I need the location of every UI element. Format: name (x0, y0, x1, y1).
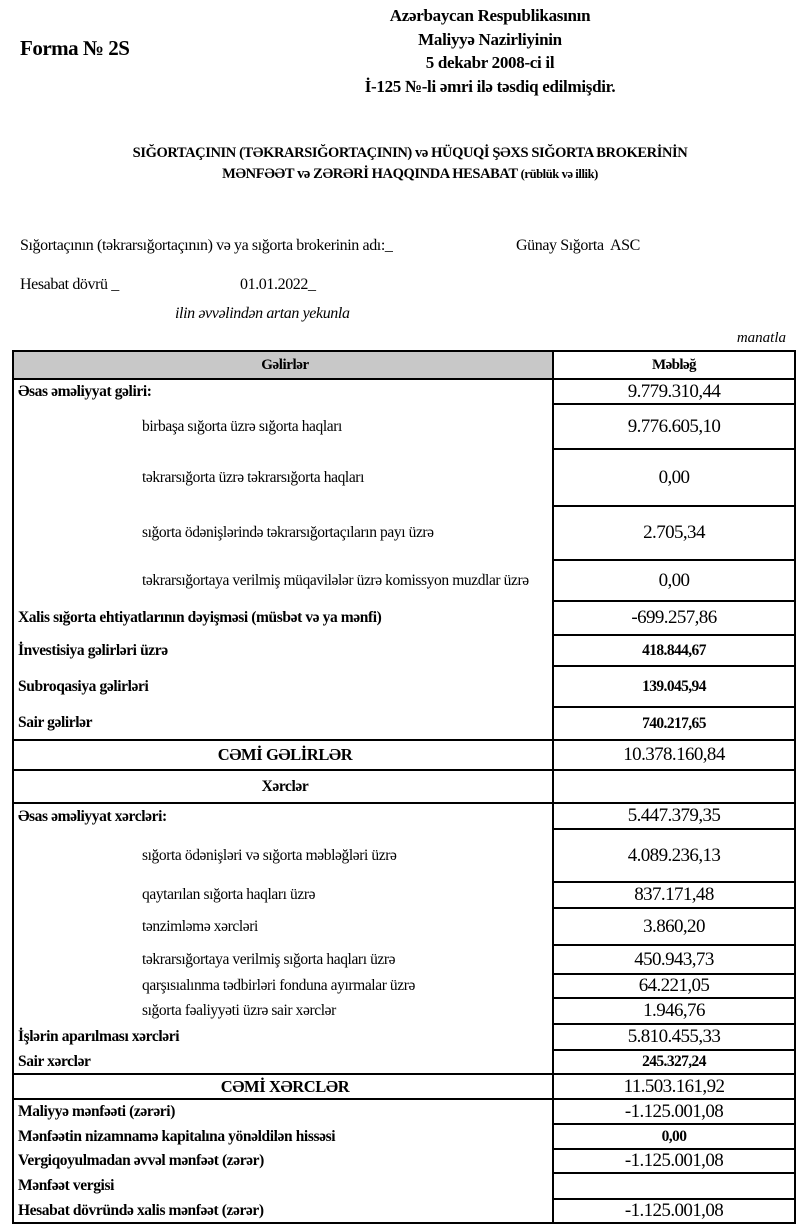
row-label: tənzimləmə xərcləri (12, 908, 553, 945)
row-label: İşlərin aparılması xərcləri (12, 1024, 553, 1050)
row-label: Sair gəlirlər (12, 707, 553, 740)
row-amount: 0,00 (552, 1123, 796, 1150)
row-label: Sair xərclər (12, 1050, 553, 1074)
row-amount: 450.943,73 (552, 944, 796, 975)
approval-line: İ-125 №-li əmri ilə təsdiq edilmişdir. (364, 76, 616, 96)
table-row: Əsas əməliyyat xərcləri: 5.447.379,35 (12, 802, 796, 830)
row-amount: 4.089.236,13 (552, 828, 796, 883)
table-row: Subroqasiya gəlirləri 139.045,94 (12, 665, 796, 708)
table-row: Vergiqoyulmadan əvvəl mənfəət (zərər) -1.… (12, 1148, 796, 1174)
table-row: qaytarılan sığorta haqları üzrə 837.171,4… (12, 881, 796, 909)
row-label: təkrarsığortaya verilmiş müqavilələr üzr… (12, 560, 553, 601)
header-amount: Məbləğ (552, 350, 796, 380)
row-label: Subroqasiya gəlirləri (12, 666, 553, 707)
row-label: birbaşa sığorta üzrə sığorta haqları (12, 404, 553, 449)
approval-note: Azərbaycan Respublikasının Maliyyə Nazir… (300, 4, 680, 98)
table-row: İşlərin aparılması xərcləri 5.810.455,33 (12, 1023, 796, 1051)
row-amount: 11.503.161,92 (552, 1073, 796, 1100)
row-amount: 418.844,67 (552, 634, 796, 667)
table-row: Maliyyə mənfəəti (zərəri) -1.125.001,08 (12, 1098, 796, 1125)
row-label: təkrarsığorta üzrə təkrarsığorta haqları (12, 449, 553, 506)
table-row: sığorta fəaliyyəti üzrə sair xərclər 1.94… (12, 997, 796, 1025)
table-row: birbaşa sığorta üzrə sığorta haqları 9.77… (12, 403, 796, 450)
table-row: CƏMİ XƏRCLƏR 11.503.161,92 (12, 1073, 796, 1100)
row-amount: -699.257,86 (552, 600, 796, 636)
table-row: Hesabat dövründə xalis mənfəət (zərər) -1… (12, 1198, 796, 1224)
income-statement-table: Gəlirlər Məbləğ Əsas əməliyyat gəliri: 9.… (12, 350, 796, 1224)
row-label: Maliyyə mənfəəti (zərəri) (12, 1099, 553, 1124)
approval-line: 5 dekabr 2008-ci il (425, 53, 555, 72)
title-line-2: MƏNFƏƏT və ZƏRƏRİ HAQQINDA HESABAT (rübl… (40, 164, 780, 185)
row-amount: -1.125.001,08 (552, 1098, 796, 1125)
table-row: təkrarsığorta üzrə təkrarsığorta haqları… (12, 448, 796, 507)
table-row: Sair xərclər 245.327,24 (12, 1049, 796, 1075)
period-note: ilin əvvəlindən artan yekunla (175, 305, 350, 322)
row-label: təkrarsığortaya verilmiş sığorta haqları… (12, 945, 553, 974)
row-label: İnvestisiya gəlirləri üzrə (12, 635, 553, 666)
form-number: Forma № 2S (20, 36, 130, 60)
row-amount: 0,00 (552, 559, 796, 602)
table-row: Xərclər (12, 769, 796, 804)
report-title: SIĞORTAÇININ (TƏKRARSIĞORTAÇININ) və HÜQ… (40, 143, 780, 185)
row-amount: 0,00 (552, 448, 796, 507)
row-label: sığorta ödənişlərində təkrarsığortaçılar… (12, 506, 553, 560)
table-row: Mənfəət vergisi (12, 1172, 796, 1200)
row-amount: 64.221,05 (552, 973, 796, 999)
company-label: Sığortaçının (təkrarsığortaçının) və ya … (20, 237, 393, 254)
row-amount: 9.776.605,10 (552, 403, 796, 450)
table-row: CƏMİ GƏLİRLƏR 10.378.160,84 (12, 739, 796, 771)
row-amount (552, 769, 796, 804)
table-row: Xalis sığorta ehtiyatlarının dəyişməsi (… (12, 600, 796, 636)
row-amount: 837.171,48 (552, 881, 796, 909)
row-label: Əsas əməliyyat gəliri: (12, 379, 553, 404)
row-amount: 9.779.310,44 (552, 378, 796, 405)
period-value: 01.01.2022_ (240, 276, 316, 293)
row-amount: -1.125.001,08 (552, 1148, 796, 1174)
row-amount: 245.327,24 (552, 1049, 796, 1075)
row-label: Vergiqoyulmadan əvvəl mənfəət (zərər) (12, 1149, 553, 1173)
approval-line: Maliyyə Nazirliyinin (418, 29, 562, 49)
title-line-1: SIĞORTAÇININ (TƏKRARSIĞORTAÇININ) və HÜQ… (132, 145, 688, 161)
table-row: tənzimləmə xərcləri 3.860,20 (12, 907, 796, 946)
approval-line: Azərbaycan Respublikasının (389, 6, 591, 25)
table-row: təkrarsığortaya verilmiş sığorta haqları… (12, 944, 796, 975)
row-label: Hesabat dövründə xalis mənfəət (zərər) (12, 1199, 553, 1224)
row-label: CƏMİ XƏRCLƏR (12, 1073, 554, 1100)
row-label: Xalis sığorta ehtiyatlarının dəyişməsi (… (12, 601, 553, 635)
row-label: qaytarılan sığorta haqları üzrə (12, 882, 553, 908)
table-row: sığorta ödənişləri və sığorta məbləğləri… (12, 828, 796, 883)
row-amount: 139.045,94 (552, 665, 796, 708)
period-label: Hesabat dövrü _ (20, 276, 119, 293)
table-row: Əsas əməliyyat gəliri: 9.779.310,44 (12, 378, 796, 405)
table-row: Mənfəətin nizamnamə kapitalına yönəldilə… (12, 1123, 796, 1150)
row-label: sığorta fəaliyyəti üzrə sair xərclər (12, 998, 553, 1024)
row-label: Xərclər (12, 769, 554, 804)
row-label: CƏMİ GƏLİRLƏR (12, 739, 554, 771)
table-row: təkrarsığortaya verilmiş müqavilələr üzr… (12, 559, 796, 602)
row-amount: 2.705,34 (552, 505, 796, 561)
table-row: qarşısıalınma tədbirləri fonduna ayırmal… (12, 973, 796, 999)
currency-unit: manatla (736, 330, 786, 346)
row-amount (552, 1172, 796, 1200)
row-amount: 1.946,76 (552, 997, 796, 1025)
row-amount: 740.217,65 (552, 706, 796, 741)
row-label: Mənfəət vergisi (12, 1173, 553, 1199)
table-header: Gəlirlər Məbləğ (12, 350, 796, 380)
header-income: Gəlirlər (12, 350, 554, 380)
row-amount: 10.378.160,84 (552, 739, 796, 771)
row-label: qarşısıalınma tədbirləri fonduna ayırmal… (12, 974, 553, 998)
table-row: Sair gəlirlər 740.217,65 (12, 706, 796, 741)
row-label: Əsas əməliyyat xərcləri: (12, 803, 553, 829)
row-amount: 5.447.379,35 (552, 802, 796, 830)
row-amount: 5.810.455,33 (552, 1023, 796, 1051)
table-row: sığorta ödənişlərində təkrarsığortaçılar… (12, 505, 796, 561)
title-line-2-main: MƏNFƏƏT və ZƏRƏRİ HAQQINDA HESABAT (222, 166, 518, 182)
row-label: sığorta ödənişləri və sığorta məbləğləri… (12, 829, 553, 882)
row-amount: -1.125.001,08 (552, 1198, 796, 1224)
row-label: Mənfəətin nizamnamə kapitalına yönəldilə… (12, 1124, 553, 1149)
title-note: (rüblük və illik) (520, 167, 599, 181)
company-name: Günay Sığorta ASC (516, 237, 640, 254)
row-amount: 3.860,20 (552, 907, 796, 946)
table-row: İnvestisiya gəlirləri üzrə 418.844,67 (12, 634, 796, 667)
